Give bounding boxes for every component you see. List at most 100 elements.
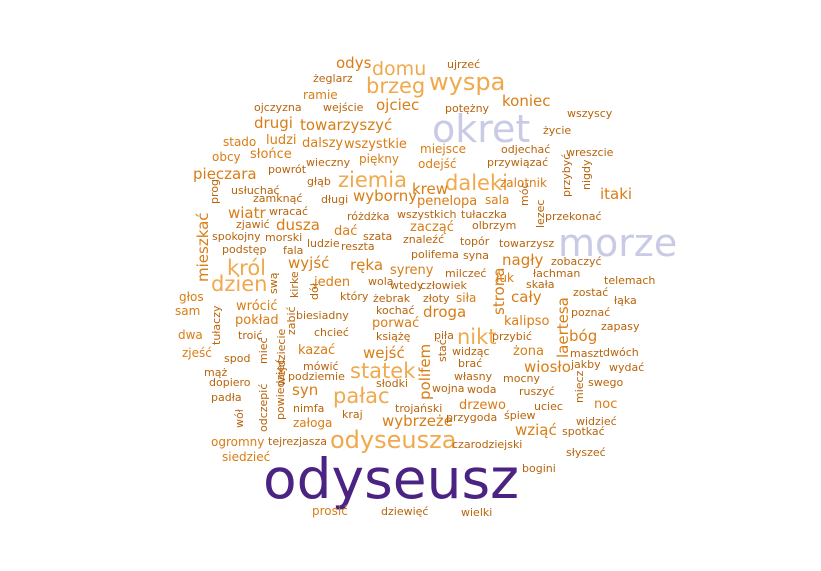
word-morze: morze [558, 221, 678, 265]
word-dlugi: długi [321, 193, 349, 206]
word-tejrezjasza: tejrezjasza [268, 435, 328, 448]
word-odjechac: odjechać [501, 143, 551, 156]
word-zapasy: zapasy [601, 320, 640, 333]
word-wielki: wielki [461, 506, 493, 519]
word-zalotnik: zalotnik [500, 176, 547, 190]
word-dalszy: dalszy [302, 136, 344, 151]
word-zona: żona [513, 344, 544, 359]
word-ogromny: ogromny [211, 435, 265, 449]
word-spod: spod [224, 352, 251, 365]
word-morski: morski [265, 231, 303, 244]
word-wreszcie: wreszcie [566, 146, 614, 159]
word-piekny: piękny [359, 152, 399, 166]
word-luk: łuk [496, 271, 514, 285]
word-brzeg: brzeg [366, 74, 426, 98]
word-daleki: daleki [445, 171, 508, 195]
word-noc: noc [594, 397, 618, 412]
word-zeglarz: żeglarz [313, 72, 353, 85]
word-woda: woda [467, 383, 497, 396]
word-sala: sala [485, 193, 510, 207]
word-wiatr: wiatr [228, 204, 266, 222]
word-spokojny: spokojny [212, 230, 261, 243]
word-mieszkac: mieszkać [194, 212, 212, 282]
word-wyborny: wyborny [353, 187, 418, 205]
word-podstep: podstęp [222, 243, 267, 256]
word-domu: domu [372, 58, 427, 80]
word-zebrak: żebrak [373, 292, 411, 305]
word-odyseusz: odyseusz [263, 447, 519, 511]
word-wracac: wracać [269, 205, 309, 218]
word-topor: topór [460, 235, 490, 248]
word-prosic: prosić [312, 504, 348, 518]
word-slodki: słodki [376, 377, 408, 390]
word-maszt: maszt [570, 347, 604, 360]
word-wybrzeze: wybrzeże [382, 412, 454, 430]
word-odyseusza: odyseusza [330, 426, 457, 454]
word-telemach: telemach [604, 274, 656, 287]
word-wszystkie: wszystkie [344, 137, 407, 152]
word-troic: troić [238, 329, 263, 342]
word-wydac: wydać [609, 361, 645, 374]
word-przekonac: przekonać [545, 210, 602, 223]
word-droga: droga [423, 303, 467, 321]
word-miejsce: miejsce [420, 142, 466, 156]
word-glos: głos [179, 290, 204, 304]
word-ojciec: ojciec [376, 96, 420, 114]
word-mocny: mocny [503, 372, 540, 385]
word-wszyscy: wszyscy [567, 107, 613, 120]
word-nikt: nikt [457, 325, 497, 349]
word-pieczara: pieczara [193, 165, 257, 183]
word-lachman: łachman [533, 267, 581, 280]
word-kraj: kraj [342, 408, 363, 421]
word-kazac: kazać [298, 343, 336, 358]
word-zloty: złoty [423, 292, 450, 305]
word-slonce: słońce [250, 147, 292, 162]
word-zjesc: zjeść [182, 346, 212, 360]
word-statek: statek [350, 359, 416, 383]
word-jeden: jeden [314, 275, 351, 290]
word-skala: skała [526, 278, 555, 291]
word-spiew: śpiew [504, 409, 536, 422]
word-rozdzka: różdżka [347, 210, 390, 223]
word-brac: brać [458, 357, 483, 370]
word-bog: bóg [569, 327, 598, 345]
word-siedziec: siedzieć [222, 450, 271, 464]
word-poklad: pokład [235, 313, 279, 328]
word-ludzi: ludzi [266, 133, 297, 148]
word-reszta: reszta [341, 240, 375, 253]
word-stado: stado [223, 135, 257, 149]
word-bogini: bogini [522, 462, 556, 475]
word-trojanski: trojański [395, 402, 443, 415]
word-wol: wół [233, 409, 246, 428]
word-krew: krew [412, 180, 449, 198]
word-syna: syna [463, 249, 489, 262]
word-zycie: życie [543, 124, 572, 137]
word-zaczac: zacząć [410, 220, 454, 235]
word-potezny: potężny [445, 102, 490, 115]
word-swego: swego [588, 376, 624, 389]
word-wyjsc: wyjść [288, 254, 330, 272]
word-ojczyzna: ojczyzna [254, 101, 302, 114]
word-kalipso: kalipso [504, 314, 550, 329]
word-zamknac: zamknąć [253, 192, 303, 205]
word-ziemia: ziemia [338, 168, 407, 192]
word-przybic: przybić [492, 330, 532, 343]
word-dwa: dwa [178, 328, 203, 342]
word-wola: wola [368, 275, 394, 288]
word-swa: swą [267, 272, 280, 294]
word-usluchac: usłuchać [231, 184, 280, 197]
word-towarzyszyc: towarzyszyć [300, 116, 393, 134]
word-jakby: jakby [571, 358, 601, 371]
word-okret: okret [432, 107, 531, 151]
word-koniec: koniec [502, 92, 551, 110]
word-wieczny: wieczny [306, 156, 351, 169]
word-milczec: milczeć [445, 267, 487, 280]
word-pila: piła [434, 329, 454, 342]
word-podziemie: podziemie [288, 370, 345, 383]
word-slyszec: słyszeć [566, 446, 606, 459]
word-wrocic: wrócić [236, 299, 278, 314]
word-wszystkich: wszystkich [397, 208, 457, 221]
word-wlasny: własny [454, 370, 493, 383]
word-dusza: dusza [276, 216, 320, 234]
word-penelopa: penelopa [417, 194, 478, 209]
